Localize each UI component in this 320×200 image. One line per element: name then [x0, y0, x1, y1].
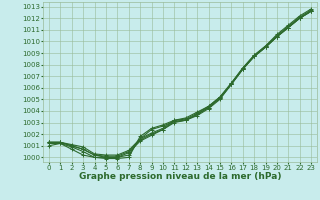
X-axis label: Graphe pression niveau de la mer (hPa): Graphe pression niveau de la mer (hPa)	[79, 172, 281, 181]
